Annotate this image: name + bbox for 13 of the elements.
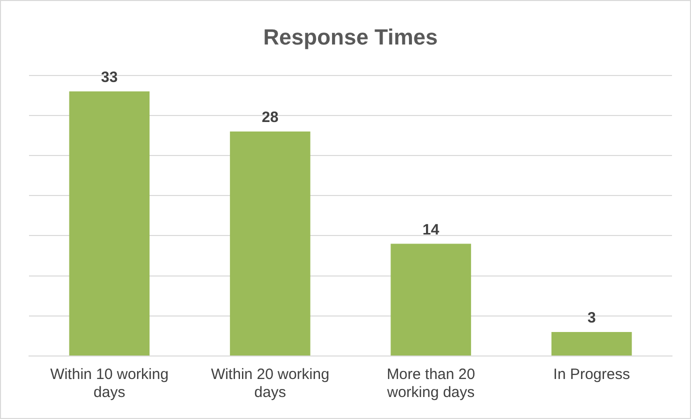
bar [390,244,472,356]
x-tick-label: In Progress [553,366,630,384]
data-label: 14 [422,221,440,238]
bar [230,132,310,356]
x-tick-label: Within 10 working days [50,366,169,402]
data-label: 33 [101,69,118,86]
bar [69,91,150,356]
x-tick-label: More than 20 working days [386,366,476,402]
data-label: 3 [587,310,596,327]
data-label: 28 [262,109,278,126]
bar [551,332,632,356]
chart-title: Response Times [263,24,438,50]
x-tick-label: Within 20 working days [210,366,330,402]
